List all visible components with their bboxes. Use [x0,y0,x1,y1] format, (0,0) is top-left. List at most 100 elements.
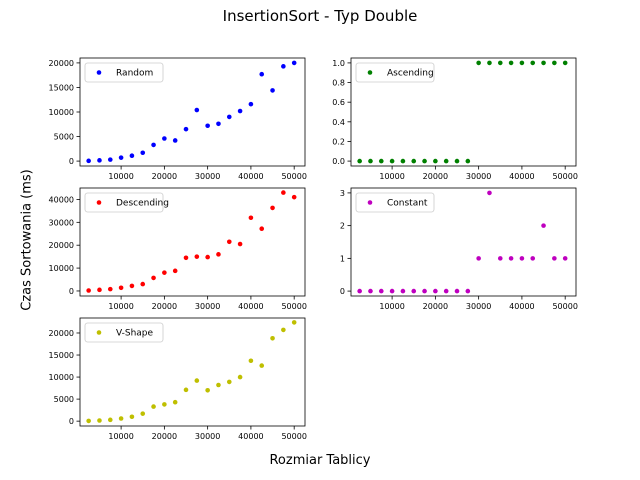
y-tick-label: 2 [340,222,345,231]
data-point [194,107,200,113]
legend: Descending [84,192,169,213]
data-point [107,286,113,292]
y-tick-label: 0 [340,287,345,296]
data-point [443,288,449,294]
x-tick-label: 10000 [108,302,133,311]
subplot-3: 10000 20000 30000 40000 50000 0 10000 20000 3000… [49,187,307,311]
data-point [259,363,265,368]
y-tick-label: 3 [340,189,345,198]
x-tick-label: 10000 [108,172,133,181]
data-point [205,254,210,260]
data-point [368,288,373,294]
data-point [140,411,146,416]
y-tick-label: 15000 [49,351,74,360]
data-point [226,379,232,385]
legend-marker [96,70,102,75]
data-point [541,60,546,66]
data-point [172,399,178,405]
legend: Random [84,62,164,83]
subplot-5: 10000 20000 30000 40000 50000 0 5000 10000 15000… [49,317,307,441]
data-point [237,108,243,114]
data-point [259,226,265,232]
data-point [216,382,221,388]
data-point [140,150,146,156]
data-point [216,121,221,127]
x-tick-label: 30000 [466,302,491,311]
data-point [248,101,254,107]
data-point [151,404,156,409]
legend-label: V-Shape [116,329,154,339]
data-point [248,358,254,364]
data-point [151,142,156,148]
data-point [357,288,362,294]
legend-label: Random [116,69,153,79]
legend-marker [367,200,373,205]
data-point [487,190,492,196]
data-point [291,60,297,66]
data-point [530,256,536,261]
data-point [162,402,167,407]
x-tick-label: 50000 [281,302,306,311]
legend-box [355,192,435,213]
subplot-2: 10000 20000 30000 40000 50000 0.0 0.2 0.4 0.6 0.8… [332,57,578,181]
data-point [487,60,492,66]
y-tick-label: 0 [69,157,74,166]
data-point [151,275,156,281]
data-point [422,158,427,164]
x-tick-label: 20000 [152,432,177,441]
data-point [281,327,286,333]
y-tick-label: 10000 [49,373,74,382]
data-point [270,335,275,341]
data-point [205,387,210,393]
legend-box [84,192,164,213]
data-point [226,239,232,245]
data-point [172,268,178,274]
data-point [552,60,557,66]
data-point [162,270,167,275]
y-tick-label: 0.0 [332,157,345,166]
y-tick-label: 0 [69,417,74,426]
data-point [86,158,91,164]
x-tick-label: 10000 [108,432,133,441]
data-point [454,158,460,164]
x-tick-label: 40000 [509,302,534,311]
y-tick-label: 20000 [49,329,74,338]
y-tick-label: 40000 [49,195,74,204]
data-point [107,417,113,423]
data-point [140,281,146,287]
x-tick-label: 20000 [423,172,448,181]
data-point [172,138,178,143]
data-point [378,158,384,164]
data-point [476,256,481,261]
y-tick-label: 5000 [54,133,74,142]
legend-marker [96,330,102,335]
x-tick-label: 40000 [238,172,263,181]
data-point [433,158,438,164]
x-tick-label: 10000 [379,172,404,181]
data-point [368,158,373,164]
x-tick-label: 40000 [238,432,263,441]
plot-frame [350,187,577,297]
data-point [270,88,275,93]
data-point [205,123,210,129]
data-point [476,60,481,66]
y-tick-label: 0.8 [332,79,345,88]
x-tick-label: 20000 [423,302,448,311]
plot-frame [79,187,306,297]
x-tick-label: 30000 [195,172,220,181]
y-tick-label: 1.0 [332,59,345,68]
data-point [129,283,135,289]
data-point [443,158,449,164]
legend-label: Constant [387,199,428,209]
data-point [86,418,91,424]
y-tick-label: 0 [69,287,74,296]
data-point [97,418,102,423]
y-tick-label: 30000 [49,218,74,227]
legend-box [84,62,164,83]
data-point [86,288,91,293]
legend: V-Shape [84,322,164,343]
data-point [562,256,568,261]
y-tick-label: 5000 [54,395,74,404]
data-point [248,215,254,221]
